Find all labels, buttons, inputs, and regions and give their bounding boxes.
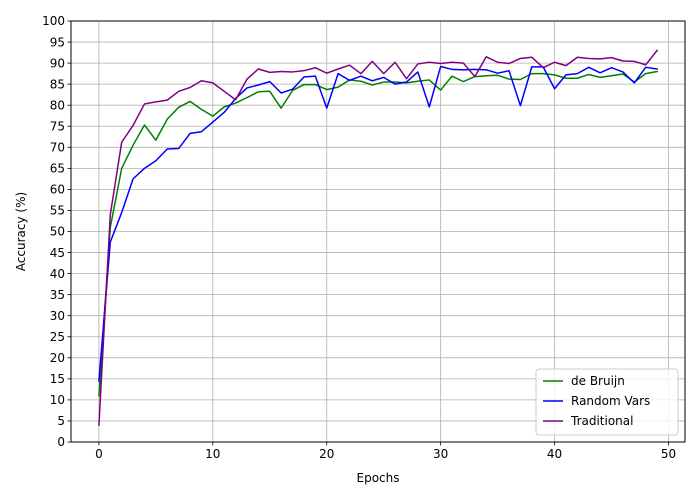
y-tick-label: 80	[50, 98, 65, 112]
legend-box	[535, 368, 679, 436]
y-tick-label: 55	[50, 204, 65, 218]
y-tick-label: 10	[50, 393, 65, 407]
y-axis-label: Accuracy (%)	[14, 192, 28, 271]
x-axis-label: Epochs	[357, 471, 400, 485]
x-tick-label: 10	[205, 447, 220, 461]
legend-label-2: Traditional	[570, 414, 633, 428]
y-tick-label: 5	[57, 414, 65, 428]
y-tick-label: 40	[50, 267, 65, 281]
y-tick-label: 50	[50, 225, 65, 239]
y-tick-label: 75	[50, 119, 65, 133]
y-tick-label: 85	[50, 77, 65, 91]
series-line-1	[98, 65, 658, 382]
y-tick-label: 45	[50, 246, 65, 260]
y-tick-label: 100	[42, 14, 65, 28]
y-tick-label: 30	[50, 309, 65, 323]
x-tick-label: 50	[661, 447, 676, 461]
y-tick-label: 90	[50, 56, 65, 70]
y-tick-label: 95	[50, 35, 65, 49]
x-tick-label: 30	[433, 447, 448, 461]
legend: de Bruijn Random Vars Traditional	[535, 368, 679, 436]
y-tick-label: 15	[50, 372, 65, 386]
legend-label-1: Random Vars	[571, 394, 650, 408]
grid-layer	[71, 20, 685, 443]
x-tick-label: 0	[95, 447, 103, 461]
y-tick-label: 20	[50, 351, 65, 365]
y-tick-label: 35	[50, 288, 65, 302]
y-tick-label: 70	[50, 141, 65, 155]
x-tick-label: 40	[547, 447, 562, 461]
x-tick-label: 20	[319, 447, 334, 461]
series-layer	[98, 49, 659, 426]
y-tick-label: 25	[50, 330, 65, 344]
series-line-2	[98, 49, 659, 426]
tick-layer: 0 10 20 30 40 50 0 5 10 15 20 25 30 35 40 45 50 55 60 65 70 7…	[42, 14, 676, 461]
y-tick-label: 0	[57, 435, 65, 449]
y-tick-label: 65	[50, 162, 65, 176]
series-line-0	[98, 70, 658, 397]
y-tick-label: 60	[50, 183, 65, 197]
legend-label-0: de Bruijn	[571, 374, 625, 388]
